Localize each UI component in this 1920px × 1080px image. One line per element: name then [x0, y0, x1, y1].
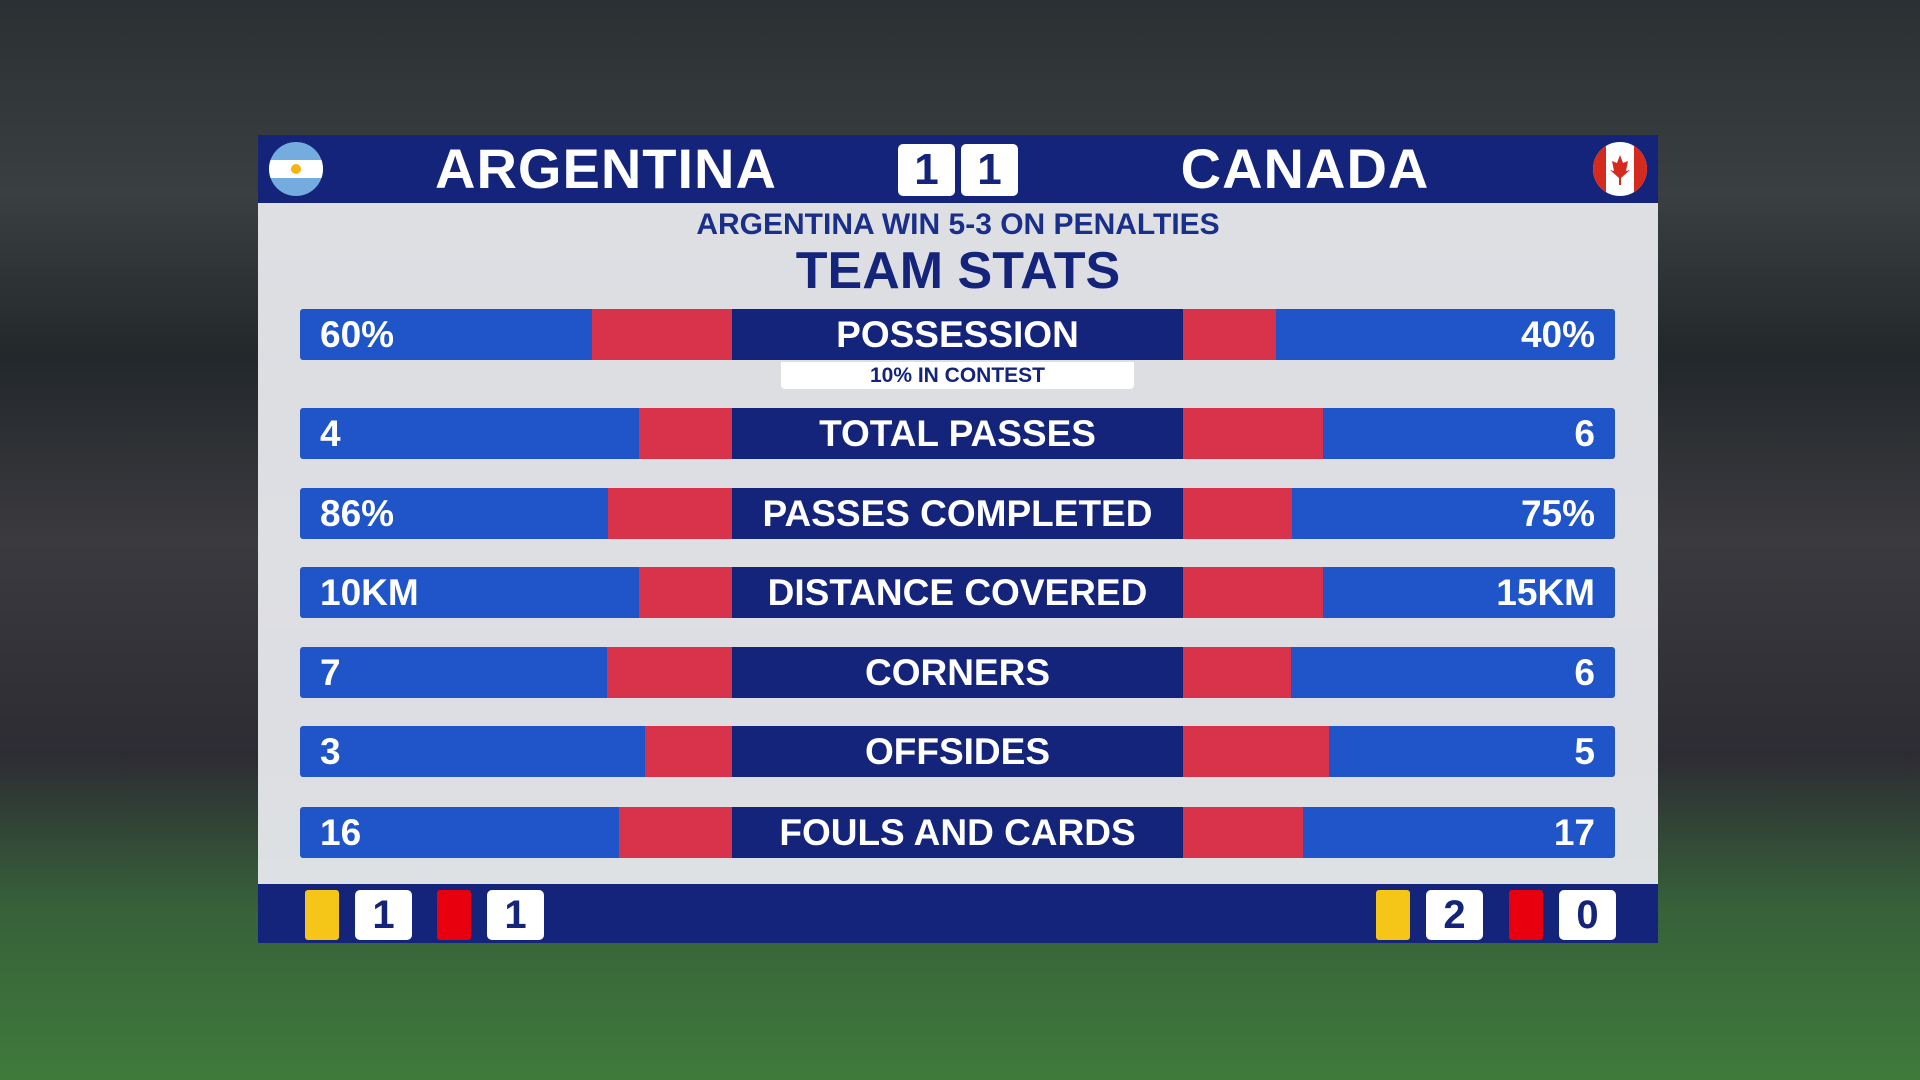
stat-label: TOTAL PASSES	[732, 408, 1183, 459]
away-team: CANADA	[1180, 137, 1430, 200]
result-subtitle: ARGENTINA WIN 5-3 ON PENALTIES	[696, 208, 1220, 241]
stat-label: OFFSIDES	[732, 726, 1183, 777]
home-red-cards: 1	[487, 890, 544, 940]
home-stat-value: 3	[320, 731, 341, 772]
away-stat-value: 75%	[1520, 493, 1595, 534]
stat-label: POSSESSION	[732, 309, 1183, 360]
away-stat-bar	[1183, 647, 1291, 698]
away-yellow-cards: 2	[1426, 890, 1483, 940]
away-stat-bar	[1183, 488, 1292, 539]
stat-rows: POSSESSION 60% 40% 10% IN CONTEST TOTAL PASS…	[258, 135, 1658, 943]
stat-label: DISTANCE COVERED	[732, 567, 1183, 618]
away-red-cards: 0	[1559, 890, 1616, 940]
stat-label: FOULS AND CARDS	[732, 807, 1183, 858]
title: TEAM STATS	[795, 242, 1121, 300]
home-team: ARGENTINA	[435, 137, 777, 200]
away-stat-bar	[1183, 309, 1277, 360]
home-stat-value: 86%	[320, 493, 395, 534]
home-score: 1	[898, 144, 955, 196]
home-stat-bar	[638, 408, 732, 459]
home-stat-bar	[619, 807, 732, 858]
home-stat-bar	[592, 309, 732, 360]
home-stat-value: 60%	[320, 314, 395, 355]
away-score: 1	[961, 144, 1018, 196]
stat-label: CORNERS	[732, 647, 1183, 698]
argentina-flag	[269, 142, 323, 196]
home-stat-bar	[607, 488, 732, 539]
away-stat-value: 6	[1574, 413, 1595, 454]
header-bar	[258, 135, 1658, 203]
home-yellow-cards: 1	[355, 890, 412, 940]
away-stat-bar	[1183, 807, 1304, 858]
away-stat-value: 40%	[1520, 314, 1595, 355]
away-stat-bar	[1183, 567, 1323, 618]
stats-panel: ARGENTINA CANADA 1 1 ARGENTINA WIN 5-3 O…	[258, 135, 1658, 943]
yellow-card-icon	[1376, 890, 1410, 940]
away-stat-value: 6	[1574, 652, 1595, 693]
home-stat-bar	[644, 726, 732, 777]
home-stat-bar	[606, 647, 732, 698]
stat-note: 10% IN CONTEST	[781, 362, 1134, 389]
away-stat-bar	[1183, 726, 1329, 777]
home-stat-value: 7	[320, 652, 341, 693]
away-stat-bar	[1183, 408, 1323, 459]
canada-flag	[1593, 142, 1647, 196]
red-card-icon	[1509, 890, 1543, 940]
red-card-icon	[437, 890, 471, 940]
away-stat-value: 5	[1574, 731, 1595, 772]
home-stat-value: 4	[320, 413, 341, 454]
home-stat-value: 10KM	[320, 572, 419, 613]
away-stat-value: 15KM	[1496, 572, 1595, 613]
yellow-card-icon	[305, 890, 339, 940]
home-stat-bar	[638, 567, 732, 618]
away-stat-value: 17	[1553, 812, 1595, 853]
stat-label: PASSES COMPLETED	[732, 488, 1183, 539]
home-stat-value: 16	[320, 812, 362, 853]
